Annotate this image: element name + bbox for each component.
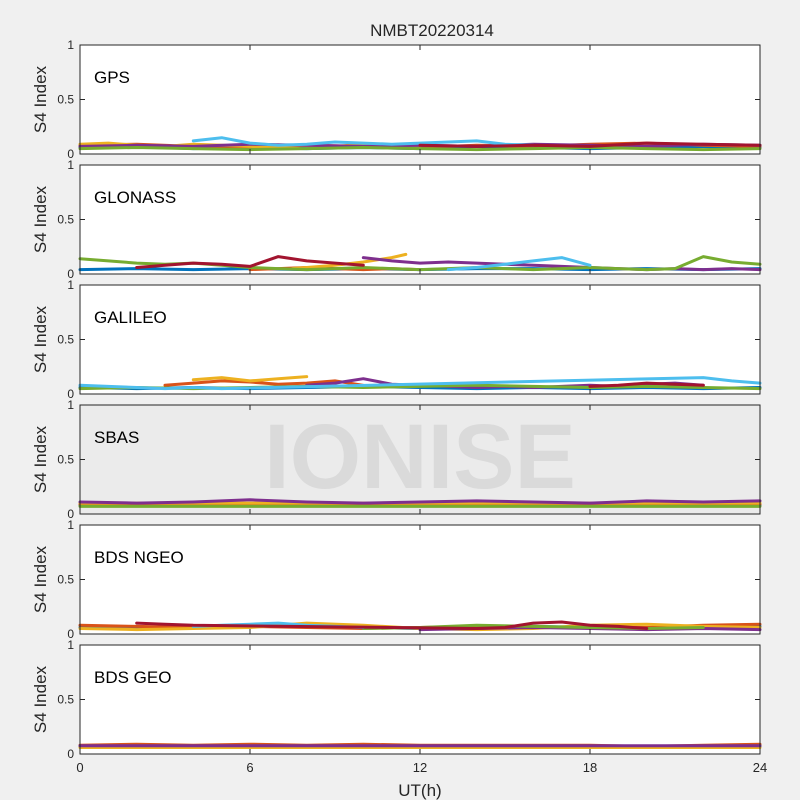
panel-label: GALILEO: [94, 308, 167, 327]
y-tick-label: 0.5: [57, 573, 74, 587]
y-axis-label: S4 Index: [31, 185, 50, 253]
y-axis-label: S4 Index: [31, 305, 50, 373]
watermark-band: [80, 405, 760, 514]
series-line-6: [78, 376, 762, 391]
series-line-6: [446, 256, 592, 272]
axes-panel-4: IONISE 0 0.5 1 SBAS S4 Index: [31, 398, 762, 521]
series-line-2: [163, 379, 365, 387]
axes-background: [80, 645, 760, 754]
x-tick-labels: 0 6 12 18 24: [76, 760, 767, 775]
y-tick-label: 0.5: [57, 93, 74, 107]
series-line-7: [418, 141, 762, 148]
y-tick-label: 0: [67, 267, 74, 281]
axes-panel-3: 0 0.5 1 GALILEO S4 Index: [31, 278, 762, 401]
axes-panel-2: 0 0.5 1 GLONASS S4 Index: [31, 158, 762, 281]
y-tick-label: 0: [67, 507, 74, 521]
y-tick-label: 1: [67, 278, 74, 292]
panel-label: BDS GEO: [94, 668, 171, 687]
axes-background: [80, 45, 760, 154]
y-axis-label: S4 Index: [31, 665, 50, 733]
y-tick-label: 1: [67, 158, 74, 172]
x-tick-label-24: 24: [753, 760, 767, 775]
series-line-7: [135, 255, 365, 269]
axes-panel-1: 0 0.5 1 GPS S4 Index: [31, 38, 762, 161]
y-tick-label: 0.5: [57, 693, 74, 707]
watermark-text: IONISE: [264, 406, 576, 508]
panel-label: SBAS: [94, 428, 139, 447]
y-tick-label: 0.5: [57, 453, 74, 467]
series-line-5: [78, 146, 762, 152]
series-line-7: [135, 620, 649, 630]
axes-background: [80, 525, 760, 634]
x-tick-label-6: 6: [246, 760, 253, 775]
series-line-6: [191, 136, 535, 147]
axes-panel-6: 0 0.5 1 BDS GEO S4 Index: [31, 638, 762, 761]
series-line-3: [191, 375, 309, 383]
y-axis-label: S4 Index: [31, 545, 50, 613]
y-tick-label: 0.5: [57, 213, 74, 227]
y-tick-label: 0: [67, 747, 74, 761]
panel-label: BDS NGEO: [94, 548, 184, 567]
y-tick-label: 0.5: [57, 333, 74, 347]
y-tick-label: 0: [67, 387, 74, 401]
panel-label: GPS: [94, 68, 130, 87]
y-tick-label: 1: [67, 38, 74, 52]
y-tick-label: 0: [67, 147, 74, 161]
axes-panel-5: 0 0.5 1 BDS NGEO S4 Index: [31, 518, 762, 641]
x-tick-label-12: 12: [413, 760, 427, 775]
figure-title: NMBT20220314: [370, 21, 494, 40]
y-axis-label: S4 Index: [31, 425, 50, 493]
axes-layer: 0 0.5 1 GPS S4 Index 0 0.5 1 GLONASS S4 Index 0 0.5…: [31, 38, 762, 761]
series-line-7: [588, 381, 705, 388]
x-axis-label: UT(h): [398, 781, 441, 800]
series-line-4: [361, 256, 762, 272]
y-axis-label: S4 Index: [31, 65, 50, 133]
panel-label: GLONASS: [94, 188, 176, 207]
x-tick-label-18: 18: [583, 760, 597, 775]
axes-background: [80, 165, 760, 274]
x-tick-label-0: 0: [76, 760, 83, 775]
axes-background: [80, 285, 760, 394]
y-tick-label: 1: [67, 518, 74, 532]
y-tick-label: 1: [67, 398, 74, 412]
y-tick-label: 0: [67, 627, 74, 641]
y-tick-label: 1: [67, 638, 74, 652]
series-line-4: [78, 498, 762, 505]
